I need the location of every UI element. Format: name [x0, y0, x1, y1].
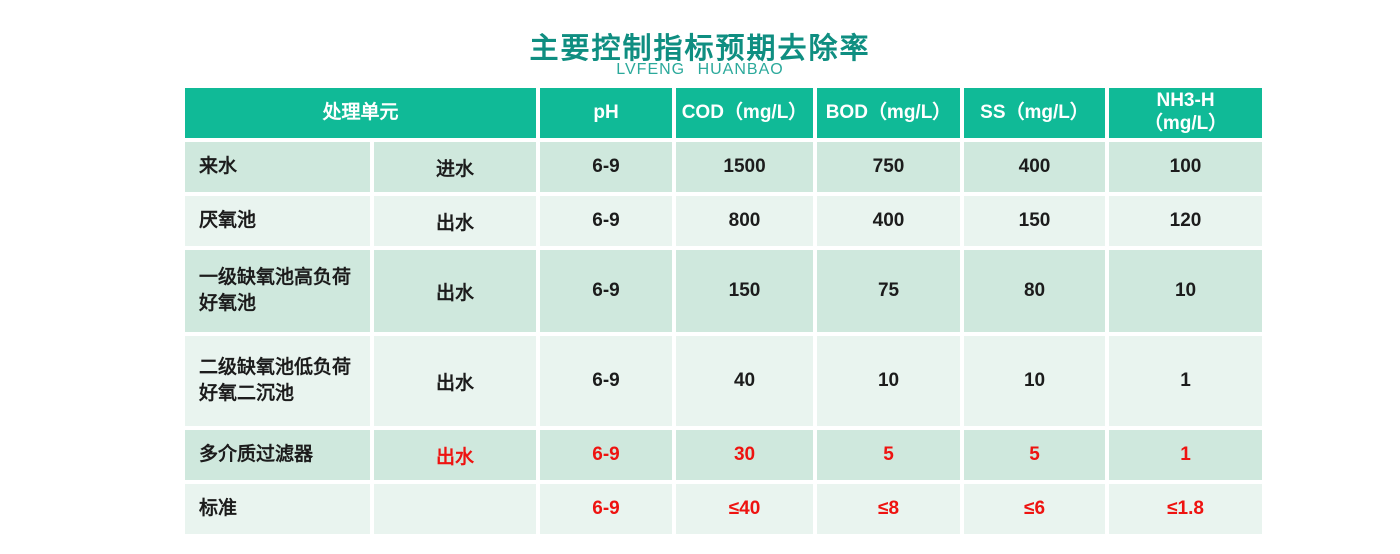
column-header-cod: COD（mg/L） [676, 88, 814, 138]
cell-ss: 10 [964, 336, 1106, 426]
table-row-incoming-water: 来水 进水 6-9 1500 750 400 100 [185, 142, 1263, 192]
cell-unit-name: 二级缺氧池低负荷好氧二沉池 [185, 336, 370, 426]
cell-nh3: ≤1.8 [1109, 484, 1263, 534]
table-row-multimedia-filter: 多介质过滤器 出水 6-9 30 5 5 1 [185, 430, 1263, 480]
cell-cod: 1500 [676, 142, 814, 192]
cell-flow: 出水 [374, 430, 537, 480]
table-row-standard: 标准 6-9 ≤40 ≤8 ≤6 ≤1.8 [185, 484, 1263, 534]
cell-nh3: 1 [1109, 430, 1263, 480]
cell-nh3: 10 [1109, 250, 1263, 332]
cell-flow: 进水 [374, 142, 537, 192]
cell-nh3: 120 [1109, 196, 1263, 246]
cell-bod: 5 [817, 430, 961, 480]
cell-bod: 75 [817, 250, 961, 332]
cell-ss: ≤6 [964, 484, 1106, 534]
cell-ph: 6-9 [540, 250, 673, 332]
cell-unit-name: 多介质过滤器 [185, 430, 370, 480]
cell-unit-name: 来水 [185, 142, 370, 192]
page-subtitle: LVFENG HUANBAO [616, 61, 784, 78]
cell-cod: 800 [676, 196, 814, 246]
cell-flow: 出水 [374, 196, 537, 246]
cell-ss: 80 [964, 250, 1106, 332]
column-header-bod: BOD（mg/L） [817, 88, 961, 138]
column-header-ss: SS（mg/L） [964, 88, 1106, 138]
page-title: 主要控制指标预期去除率 [529, 33, 871, 65]
cell-ph: 6-9 [540, 142, 673, 192]
cell-cod: ≤40 [676, 484, 814, 534]
cell-unit-name: 标准 [185, 484, 370, 534]
removal-rate-table: 处理单元 pH COD（mg/L） BOD（mg/L） SS（mg/L） NH3… [181, 84, 1266, 538]
column-header-unit: 处理单元 [185, 88, 537, 138]
table-row-anaerobic-tank: 厌氧池 出水 6-9 800 400 150 120 [185, 196, 1263, 246]
column-header-nh3: NH3-H （mg/L） [1109, 88, 1263, 138]
table-header-row: 处理单元 pH COD（mg/L） BOD（mg/L） SS（mg/L） NH3… [185, 88, 1263, 138]
cell-flow: 出水 [374, 250, 537, 332]
cell-nh3: 100 [1109, 142, 1263, 192]
cell-nh3: 1 [1109, 336, 1263, 426]
cell-bod: 400 [817, 196, 961, 246]
cell-ss: 400 [964, 142, 1106, 192]
cell-cod: 150 [676, 250, 814, 332]
cell-bod: 10 [817, 336, 961, 426]
cell-ph: 6-9 [540, 196, 673, 246]
cell-cod: 40 [676, 336, 814, 426]
cell-ss: 5 [964, 430, 1106, 480]
cell-ph: 6-9 [540, 336, 673, 426]
table-row-stage1-anoxic-aerobic: 一级缺氧池高负荷好氧池 出水 6-9 150 75 80 10 [185, 250, 1263, 332]
column-header-ph: pH [540, 88, 673, 138]
cell-unit-name: 一级缺氧池高负荷好氧池 [185, 250, 370, 332]
cell-cod: 30 [676, 430, 814, 480]
cell-flow: 出水 [374, 336, 537, 426]
cell-ph: 6-9 [540, 484, 673, 534]
cell-bod: ≤8 [817, 484, 961, 534]
cell-ss: 150 [964, 196, 1106, 246]
cell-flow [374, 484, 537, 534]
cell-unit-name: 厌氧池 [185, 196, 370, 246]
cell-ph: 6-9 [540, 430, 673, 480]
table-row-stage2-anoxic-clarifier: 二级缺氧池低负荷好氧二沉池 出水 6-9 40 10 10 1 [185, 336, 1263, 426]
cell-bod: 750 [817, 142, 961, 192]
